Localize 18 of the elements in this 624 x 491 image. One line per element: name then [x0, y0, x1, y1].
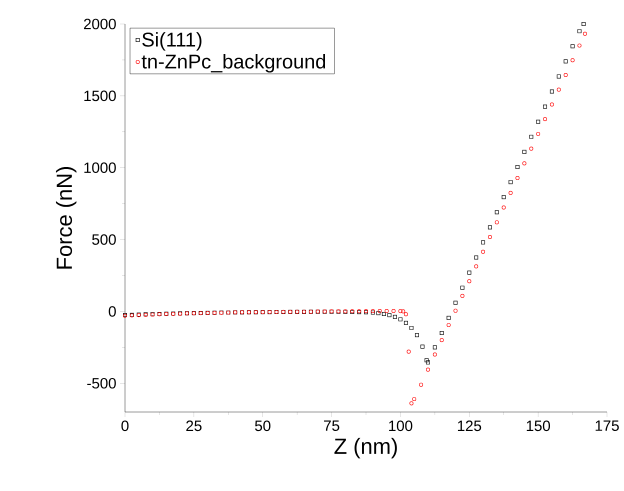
y-tick-label: 2000	[84, 18, 116, 30]
x-tick-label: 0	[121, 420, 129, 432]
legend-label: Si(111)	[142, 32, 202, 51]
x-tick-label: 75	[324, 420, 340, 431]
legend-label: tn-ZnPc_background	[142, 54, 326, 73]
x-tick-label: 25	[186, 420, 202, 432]
x-tick-label: 150	[526, 420, 550, 432]
y-tick-label: -500	[87, 378, 116, 389]
x-axis-title: Z (nm)	[334, 438, 397, 458]
x-tick-label: 125	[458, 420, 482, 432]
x-tick-label: 175	[596, 420, 619, 431]
x-tick-label: 100	[389, 420, 412, 432]
y-tick-label: 1500	[84, 90, 116, 102]
x-tick-label: 50	[255, 420, 270, 432]
y-tick-label: 500	[92, 234, 116, 245]
y-axis-title: Force (nN)	[56, 167, 76, 269]
y-tick-label: 0	[108, 306, 116, 317]
y-tick-label: 1000	[84, 162, 116, 173]
